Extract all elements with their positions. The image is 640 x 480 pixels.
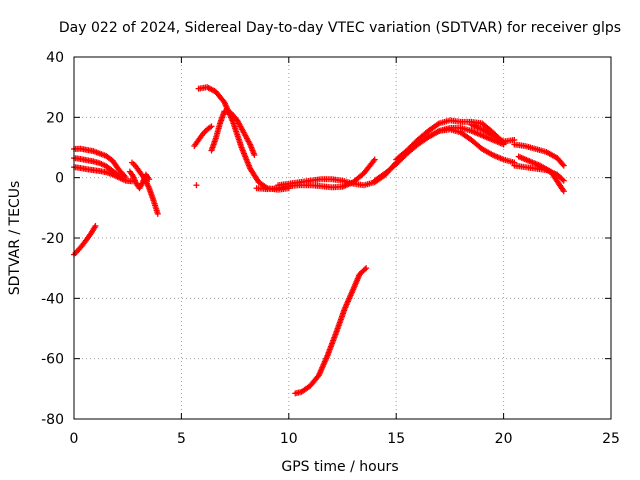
data-point: [193, 182, 200, 189]
x-axis-label: GPS time / hours: [281, 459, 398, 475]
chart-title: Day 022 of 2024, Sidereal Day-to-day VTE…: [59, 20, 621, 36]
data-point: [560, 177, 567, 184]
series-arc-p: [425, 126, 518, 166]
series-arc-c: [71, 155, 123, 180]
x-tick-label: 10: [280, 431, 298, 447]
series-arc-q: [468, 121, 518, 145]
y-tick-label: -20: [41, 231, 64, 247]
series-arc-t: [515, 153, 567, 195]
point-fill: [559, 161, 566, 168]
y-tick-label: -40: [41, 291, 64, 307]
y-tick-label: 20: [46, 110, 64, 126]
y-tick-label: 0: [55, 171, 64, 187]
x-tick-label: 25: [602, 431, 620, 447]
data-point: [363, 265, 370, 272]
x-tick-label: 15: [387, 431, 405, 447]
y-tick-label: -80: [41, 412, 64, 428]
series-arc-g: [193, 182, 200, 189]
series-arc-f: [126, 168, 153, 192]
data-point: [560, 162, 567, 169]
data-point: [208, 123, 215, 130]
series-arc-d: [71, 164, 135, 185]
series-arc-r: [511, 141, 567, 169]
series-arc-m: [292, 265, 370, 397]
point-fill: [434, 121, 441, 128]
x-tick-label: 0: [70, 431, 79, 447]
x-tick-label: 5: [177, 431, 186, 447]
axis-ticks: 0 5 10 15 20 25 -80 -60 -40 -20 0 20 40: [41, 50, 620, 447]
point-fill: [559, 176, 566, 183]
series-arc-i: [195, 84, 292, 193]
x-tick-label: 20: [495, 431, 513, 447]
data-point: [154, 210, 161, 217]
y-axis-label: SDTVAR / TECUs: [7, 181, 23, 296]
data-markers: [71, 84, 567, 397]
data-point: [146, 176, 153, 183]
data-point: [371, 156, 378, 163]
series-arc-l: [275, 159, 400, 189]
data-point: [251, 152, 258, 159]
series-arc-a: [71, 222, 99, 258]
data-point: [92, 222, 99, 229]
y-tick-label: 40: [46, 50, 64, 66]
series-arc-h: [191, 123, 215, 149]
y-tick-label: -60: [41, 352, 64, 368]
series-arc-e: [128, 159, 161, 217]
series-arc-j: [208, 108, 258, 159]
grid: [74, 57, 611, 419]
point-fill: [361, 266, 368, 273]
data-point: [560, 188, 567, 195]
